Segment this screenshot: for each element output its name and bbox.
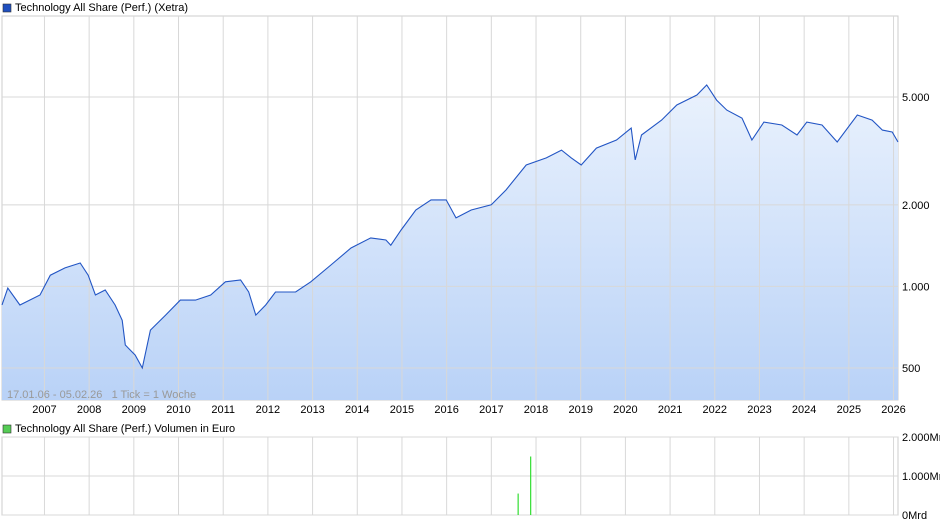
x-tick-label: 2015	[390, 404, 414, 416]
x-tick-label: 2024	[792, 404, 816, 416]
price-panel: 500 1.000 2.000 5.000	[1, 15, 930, 401]
volume-legend-swatch	[2, 424, 12, 434]
x-tick-label: 2018	[524, 404, 548, 416]
x-tick-label: 2026	[881, 404, 905, 416]
x-tick-label: 2021	[658, 404, 682, 416]
x-tick-label: 2010	[166, 404, 190, 416]
x-tick-label: 2007	[32, 404, 56, 416]
price-line	[1, 84, 899, 370]
info-text: 17.01.06 - 05.02.26 1 Tick = 1 Woche	[7, 389, 196, 401]
volume-y-tick-label: 2.000Mr	[902, 432, 940, 444]
x-tick-label: 2012	[256, 404, 280, 416]
volume-y-tick-label: 0Mrd	[902, 510, 927, 522]
x-tick-label: 2017	[479, 404, 503, 416]
x-tick-label: 2011	[211, 404, 235, 416]
x-axis: 2007 2008 2009 2010 2011 2012 2013 2014 2015 2016…	[32, 404, 906, 416]
x-tick-label: 2013	[300, 404, 324, 416]
price-legend-swatch	[2, 3, 12, 13]
volume-panel: 0Mrd 1.000Mr 2.000Mr	[1, 432, 940, 522]
x-tick-label: 2022	[703, 404, 727, 416]
x-tick-label: 2020	[613, 404, 637, 416]
volume-bar	[517, 493, 519, 515]
x-tick-label: 2008	[77, 404, 101, 416]
volume-chart-title: Technology All Share (Perf.) Volumen in …	[15, 423, 235, 435]
price-chart-title: Technology All Share (Perf.) (Xetra)	[15, 2, 188, 14]
y-tick-label: 5.000	[902, 92, 930, 104]
x-tick-label: 2019	[568, 404, 592, 416]
y-tick-label: 500	[902, 363, 920, 375]
y-tick-label: 2.000	[902, 200, 930, 212]
x-tick-label: 2023	[747, 404, 771, 416]
x-tick-label: 2025	[837, 404, 861, 416]
price-area	[2, 85, 898, 400]
volume-y-tick-label: 1.000Mr	[902, 471, 940, 483]
x-tick-label: 2016	[434, 404, 458, 416]
x-tick-label: 2014	[345, 404, 369, 416]
x-tick-label: 2009	[122, 404, 146, 416]
y-tick-label: 1.000	[902, 281, 930, 293]
volume-bar	[530, 456, 532, 515]
